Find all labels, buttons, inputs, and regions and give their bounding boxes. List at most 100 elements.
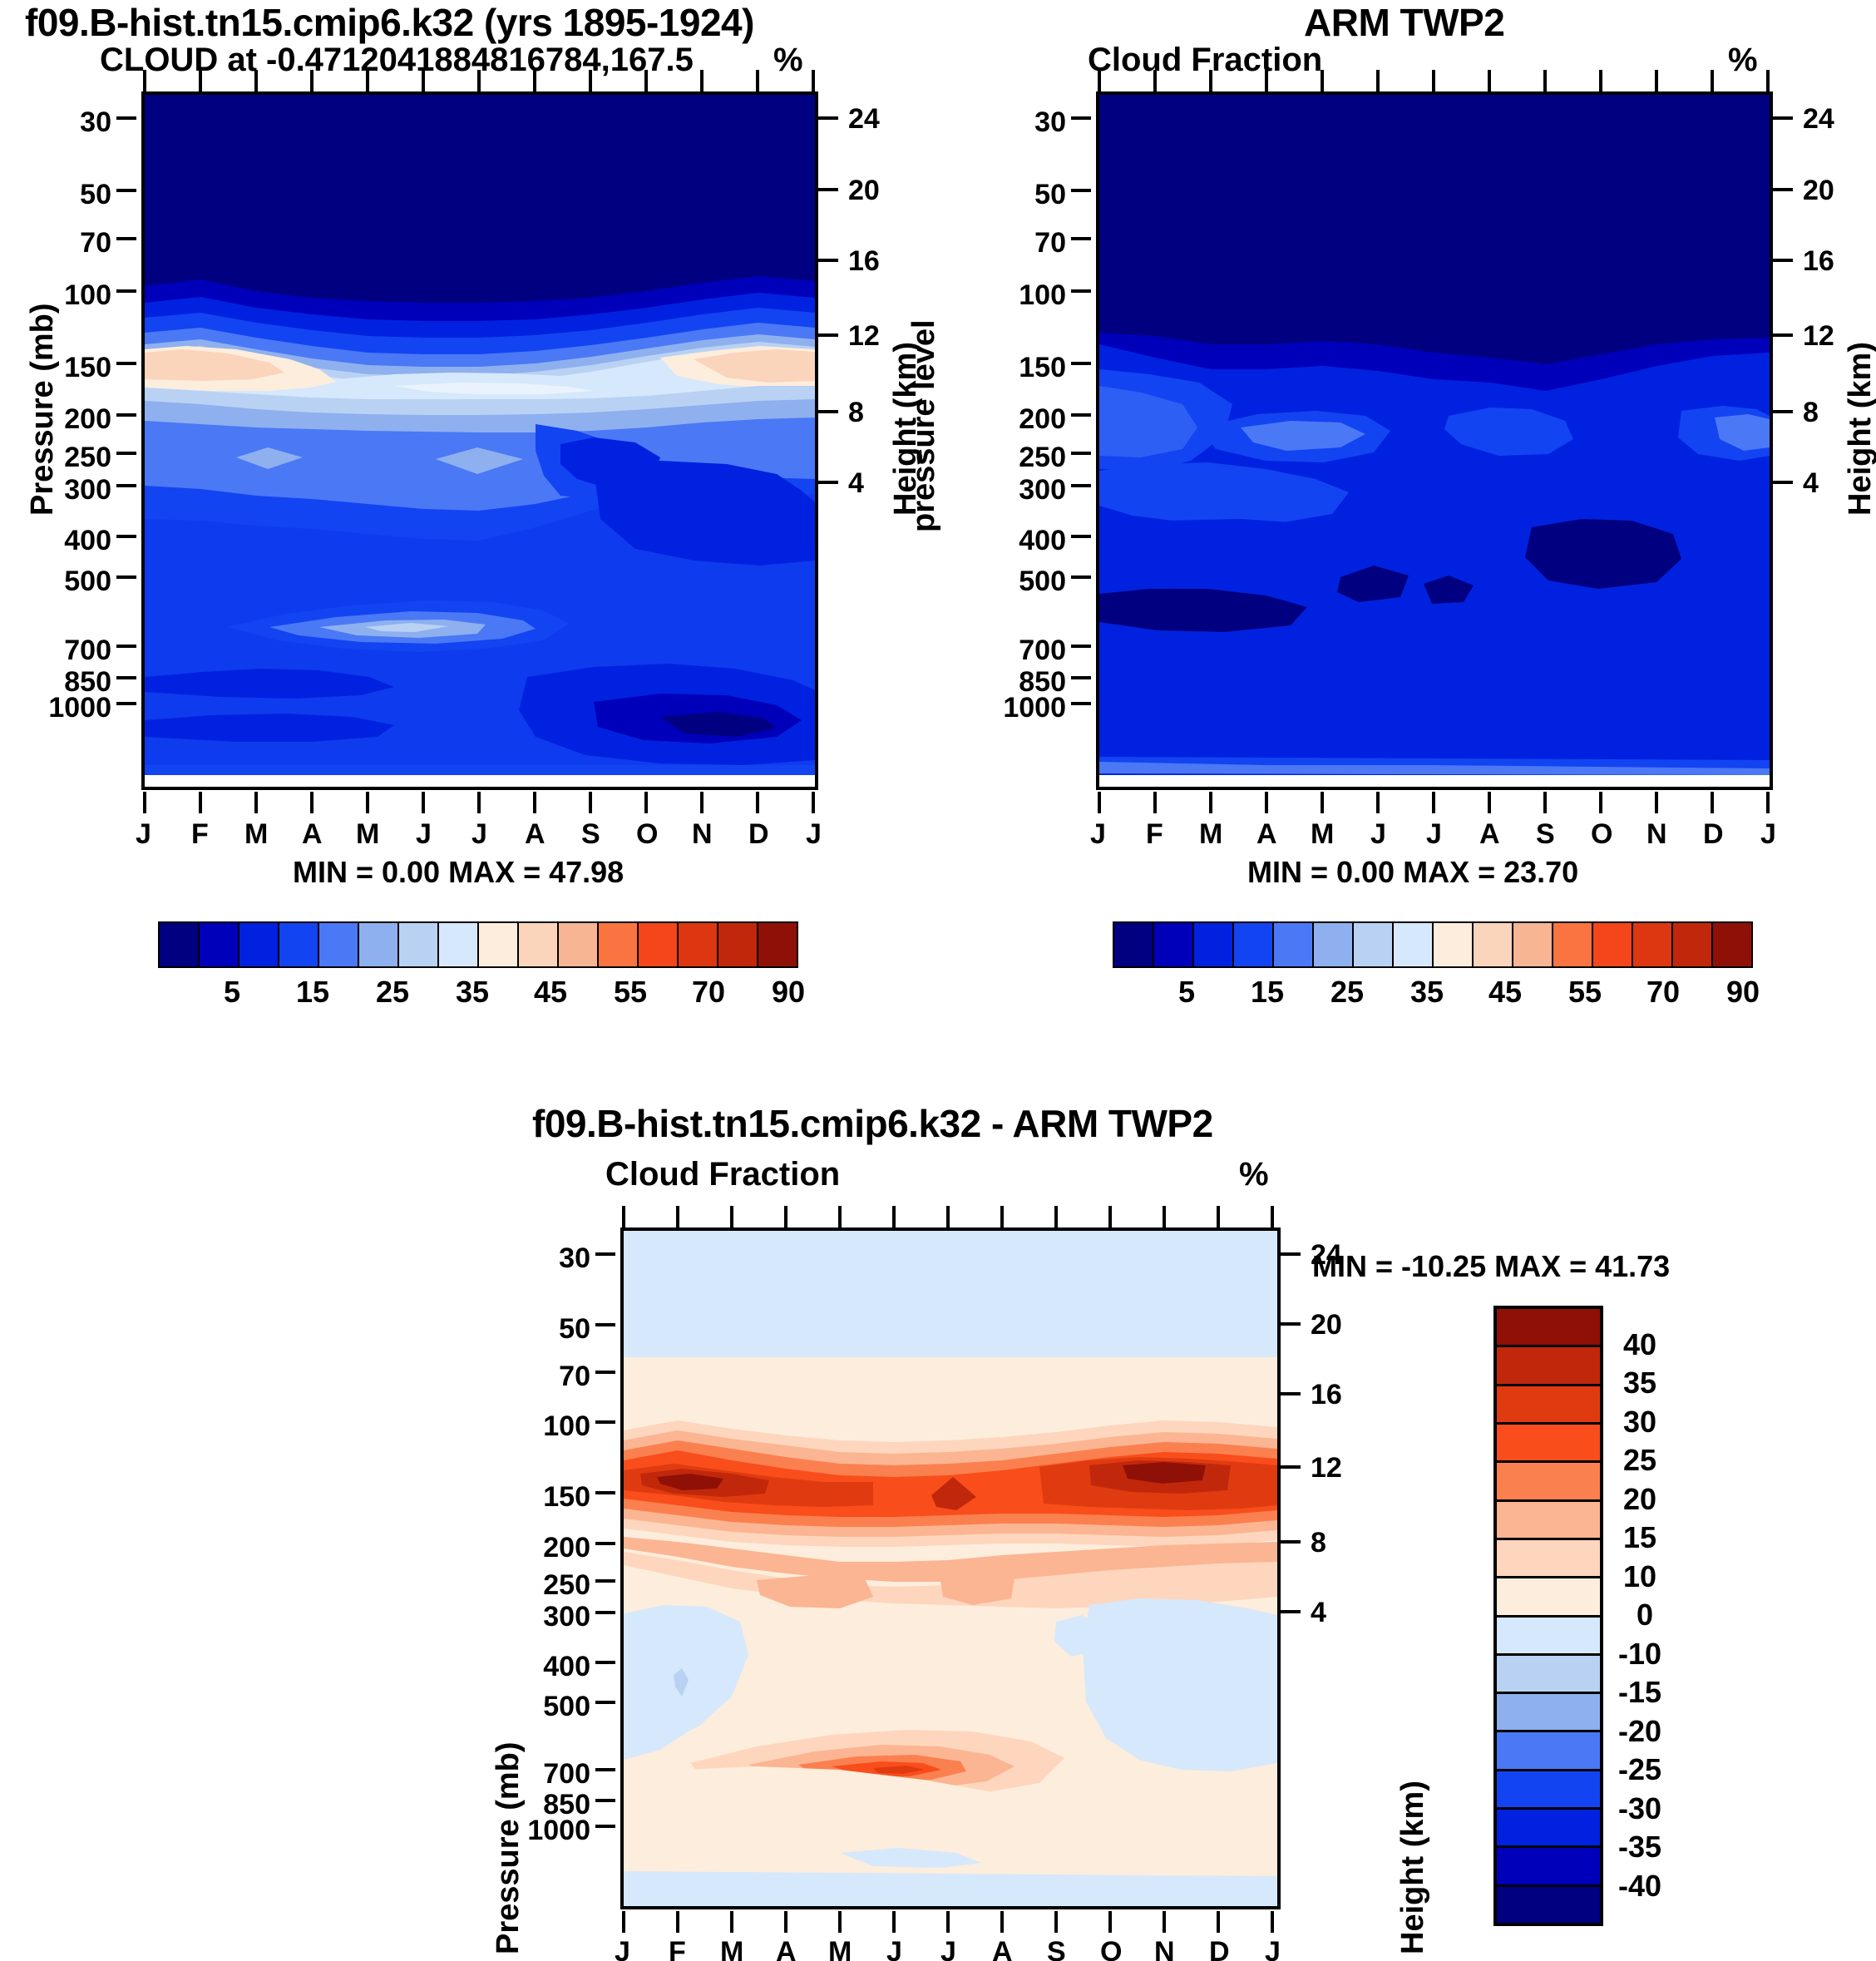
colorbar-cell (319, 921, 359, 968)
colorbar-tick-label: 25 (376, 975, 410, 1009)
colorbar-cell (1434, 921, 1474, 968)
colorbar-cell (439, 921, 479, 968)
panel-model-subtitle: CLOUD at -0.4712041884816784,167.5 (100, 42, 694, 78)
panel-model-top-ticks (143, 70, 815, 91)
legend-swatches (1493, 1306, 1603, 1926)
legend-swatch (1497, 1652, 1600, 1692)
month-label: J (1265, 1936, 1281, 1961)
month-label: N (1154, 1936, 1175, 1961)
month-label: M (356, 818, 380, 850)
panel-obs-pressure-axis: 30 50 70 100 150 200 250 300 400 500 700… (1003, 106, 1091, 724)
month-label: J (886, 1936, 902, 1961)
colorbar-tick-label: 70 (692, 975, 726, 1009)
legend-swatch (1497, 1383, 1600, 1422)
panel-diff-subtitle: Cloud Fraction (605, 1156, 841, 1193)
colorbar-cell (1394, 921, 1434, 968)
colorbar-cell (1354, 921, 1394, 968)
colorbar-cell (158, 921, 200, 968)
colorbar-tick-label: 35 (456, 975, 490, 1009)
colorbar-tick-label: 55 (1568, 975, 1602, 1009)
month-label: A (1479, 818, 1500, 850)
panel-obs-bottom-ticks (1098, 792, 1770, 813)
colorbar-tick-label: 25 (1330, 975, 1365, 1009)
colorbar-cell (639, 921, 679, 968)
colorbar-cell (1593, 921, 1633, 968)
panel-diff-top-ticks (622, 1206, 1274, 1227)
colorbar-tick-label: 90 (1726, 975, 1760, 1009)
panel-obs-title: ARM TWP2 (1304, 1, 1505, 44)
colorbar-cell (599, 921, 639, 968)
legend-tick-label: -25 (1618, 1752, 1662, 1786)
month-label: D (1703, 818, 1724, 850)
panel-obs-colorbar-labels: 5 15 25 35 45 55 70 90 (1113, 975, 1760, 1015)
legend-tick-label: -40 (1618, 1869, 1662, 1903)
colorbar-cell (1513, 921, 1553, 968)
panel-diff-pressure-axis: 30 50 70 100 150 200 250 300 400 500 700… (527, 1242, 615, 1846)
legend-tick-label: -10 (1618, 1637, 1662, 1671)
colorbar-cell (479, 921, 519, 968)
panel-model-height-axis: 24 20 16 12 8 4 (818, 103, 880, 499)
colorbar-cell (1474, 921, 1513, 968)
legend-tick-label: -20 (1618, 1714, 1662, 1748)
legend-swatch (1497, 1768, 1600, 1808)
colorbar-cell (1314, 921, 1354, 968)
colorbar-cell (679, 921, 718, 968)
colorbar-tick-label: 70 (1646, 975, 1681, 1009)
colorbar-cell (1154, 921, 1194, 968)
colorbar-cell (200, 921, 239, 968)
legend-tick-label: -35 (1618, 1830, 1662, 1864)
panel-diff-bottom-ticks (622, 1911, 1274, 1933)
month-label: J (1090, 818, 1106, 850)
colorbar-tick-label: 15 (1251, 975, 1285, 1009)
colorbar-cell (359, 921, 399, 968)
colorbar-cell (279, 921, 319, 968)
panel-obs-units: % (1728, 42, 1758, 78)
month-label: D (748, 818, 769, 850)
panel-obs-top-ticks (1098, 70, 1770, 91)
panel-diff-title: f09.B-hist.tn15.cmip6.k32 - ARM TWP2 (532, 1102, 1213, 1145)
month-label: J (136, 818, 151, 850)
panel-model-minmax: MIN = 0.00 MAX = 47.98 (293, 855, 625, 889)
legend-swatch (1497, 1537, 1600, 1577)
legend-swatch (1497, 1309, 1600, 1346)
month-label: F (191, 818, 209, 850)
month-label: D (1209, 1936, 1230, 1961)
colorbar-tick-label: 45 (1488, 975, 1523, 1009)
panel-diff-ylabel-right: Height (km) (1395, 1781, 1430, 1954)
colorbar-cell (399, 921, 439, 968)
colorbar-tick-label: 55 (614, 975, 648, 1009)
legend-swatch (1497, 1614, 1600, 1653)
colorbar-cell (519, 921, 559, 968)
month-label: M (1199, 818, 1223, 850)
panel-obs-colorbar (1113, 921, 1753, 968)
month-label: O (636, 818, 659, 850)
panel-diff-height-axis: 24 20 16 12 8 4 (1281, 1239, 1342, 1628)
month-label: F (1146, 818, 1163, 850)
legend-swatch (1497, 1692, 1600, 1731)
month-label: A (302, 818, 323, 850)
month-label: M (244, 818, 269, 850)
colorbar-tick-label: 5 (224, 975, 241, 1009)
legend-swatch (1497, 1345, 1600, 1384)
legend-swatch (1497, 1576, 1600, 1615)
legend-swatch (1497, 1884, 1600, 1923)
colorbar-cell (718, 921, 758, 968)
month-label: M (720, 1936, 744, 1961)
panel-diff-legend: 40 35 30 25 20 15 10 0 -10 -15 -20 -25 -… (1493, 1306, 1768, 1938)
colorbar-cell (1673, 921, 1713, 968)
panel-model-pressure-axis: 30 50 70 100 150 200 250 300 400 500 700… (48, 106, 136, 724)
panel-diff-plot (620, 1227, 1281, 1909)
legend-tick-label: 40 (1623, 1327, 1657, 1361)
month-label: J (1760, 818, 1776, 850)
month-label: N (1646, 818, 1667, 850)
colorbar-cell (758, 921, 798, 968)
colorbar-cell (1274, 921, 1314, 968)
colorbar-tick-label: 90 (772, 975, 806, 1009)
legend-tick-label: 35 (1623, 1366, 1657, 1400)
panel-obs-minmax: MIN = 0.00 MAX = 23.70 (1247, 855, 1579, 889)
colorbar-cell (1234, 921, 1274, 968)
panel-model-plot (141, 91, 818, 790)
month-label: J (1370, 818, 1386, 850)
month-label: J (615, 1936, 630, 1961)
legend-tick-label: -15 (1618, 1675, 1662, 1709)
